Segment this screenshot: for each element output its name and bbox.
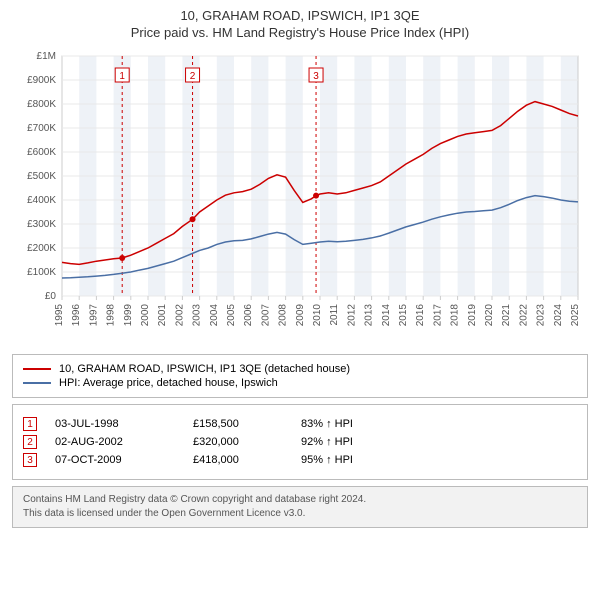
svg-text:2007: 2007	[260, 304, 271, 327]
svg-text:2010: 2010	[312, 304, 323, 327]
transaction-pct: 83% ↑ HPI	[301, 418, 391, 430]
svg-text:2022: 2022	[518, 304, 529, 327]
chart-container: 10, GRAHAM ROAD, IPSWICH, IP1 3QE Price …	[0, 0, 600, 540]
legend-label-property: 10, GRAHAM ROAD, IPSWICH, IP1 3QE (detac…	[59, 363, 350, 375]
transaction-date: 07-OCT-2009	[55, 454, 175, 466]
svg-text:£0: £0	[45, 291, 57, 302]
legend-swatch-property	[23, 368, 51, 370]
svg-text:2025: 2025	[570, 304, 581, 327]
svg-text:£200K: £200K	[27, 243, 56, 254]
attribution-line-2: This data is licensed under the Open Gov…	[23, 507, 577, 521]
transaction-marker-3: 3	[23, 453, 37, 467]
svg-text:3: 3	[313, 71, 319, 82]
chart-svg: £0 £100K £200K £300K £400K £500K £600K £700K £80…	[12, 46, 588, 346]
svg-text:£500K: £500K	[27, 171, 56, 182]
table-row: 1 03-JUL-1998 £158,500 83% ↑ HPI	[23, 417, 577, 431]
svg-text:£100K: £100K	[27, 267, 56, 278]
svg-text:2000: 2000	[140, 304, 151, 327]
svg-text:1999: 1999	[123, 304, 134, 327]
chart-title: 10, GRAHAM ROAD, IPSWICH, IP1 3QE	[12, 8, 588, 23]
svg-text:2021: 2021	[501, 304, 512, 327]
transaction-date: 03-JUL-1998	[55, 418, 175, 430]
transaction-marker-2: 2	[23, 435, 37, 449]
svg-text:2002: 2002	[174, 304, 185, 327]
chart-plot: £0 £100K £200K £300K £400K £500K £600K £700K £80…	[12, 46, 588, 346]
svg-text:£700K: £700K	[27, 123, 56, 134]
transaction-price: £418,000	[193, 454, 283, 466]
svg-text:2001: 2001	[157, 304, 168, 327]
svg-text:£1M: £1M	[37, 51, 56, 62]
svg-text:2006: 2006	[243, 304, 254, 327]
attribution: Contains HM Land Registry data © Crown c…	[12, 486, 588, 528]
svg-text:£800K: £800K	[27, 99, 56, 110]
svg-text:2011: 2011	[329, 304, 340, 326]
svg-text:1996: 1996	[71, 304, 82, 327]
legend-row-hpi: HPI: Average price, detached house, Ipsw…	[23, 377, 577, 389]
svg-text:2012: 2012	[346, 304, 357, 327]
transaction-price: £320,000	[193, 436, 283, 448]
svg-text:2024: 2024	[553, 304, 564, 327]
transactions-table: 1 03-JUL-1998 £158,500 83% ↑ HPI 2 02-AU…	[12, 404, 588, 480]
svg-text:£300K: £300K	[27, 219, 56, 230]
svg-text:2018: 2018	[450, 304, 461, 327]
svg-text:£400K: £400K	[27, 195, 56, 206]
svg-text:2005: 2005	[226, 304, 237, 327]
svg-text:2019: 2019	[467, 304, 478, 327]
svg-text:2008: 2008	[278, 304, 289, 327]
svg-text:2009: 2009	[295, 304, 306, 327]
svg-text:2016: 2016	[415, 304, 426, 327]
legend-label-hpi: HPI: Average price, detached house, Ipsw…	[59, 377, 278, 389]
transaction-date: 02-AUG-2002	[55, 436, 175, 448]
chart-subtitle: Price paid vs. HM Land Registry's House …	[12, 25, 588, 40]
legend-row-property: 10, GRAHAM ROAD, IPSWICH, IP1 3QE (detac…	[23, 363, 577, 375]
transaction-price: £158,500	[193, 418, 283, 430]
svg-text:2023: 2023	[536, 304, 547, 327]
svg-text:1: 1	[119, 71, 125, 82]
svg-text:2017: 2017	[432, 304, 443, 327]
svg-text:1995: 1995	[54, 304, 65, 327]
svg-text:2004: 2004	[209, 304, 220, 327]
transaction-pct: 92% ↑ HPI	[301, 436, 391, 448]
svg-text:2020: 2020	[484, 304, 495, 327]
svg-text:2015: 2015	[398, 304, 409, 327]
svg-text:2014: 2014	[381, 304, 392, 327]
legend-swatch-hpi	[23, 382, 51, 384]
svg-text:2003: 2003	[192, 304, 203, 327]
svg-text:£900K: £900K	[27, 75, 56, 86]
svg-text:1998: 1998	[106, 304, 117, 327]
legend: 10, GRAHAM ROAD, IPSWICH, IP1 3QE (detac…	[12, 354, 588, 398]
svg-text:2: 2	[190, 71, 196, 82]
svg-text:2013: 2013	[364, 304, 375, 327]
svg-text:£600K: £600K	[27, 147, 56, 158]
svg-text:1997: 1997	[88, 304, 99, 327]
transaction-pct: 95% ↑ HPI	[301, 454, 391, 466]
transaction-marker-1: 1	[23, 417, 37, 431]
table-row: 3 07-OCT-2009 £418,000 95% ↑ HPI	[23, 453, 577, 467]
attribution-line-1: Contains HM Land Registry data © Crown c…	[23, 493, 577, 507]
table-row: 2 02-AUG-2002 £320,000 92% ↑ HPI	[23, 435, 577, 449]
